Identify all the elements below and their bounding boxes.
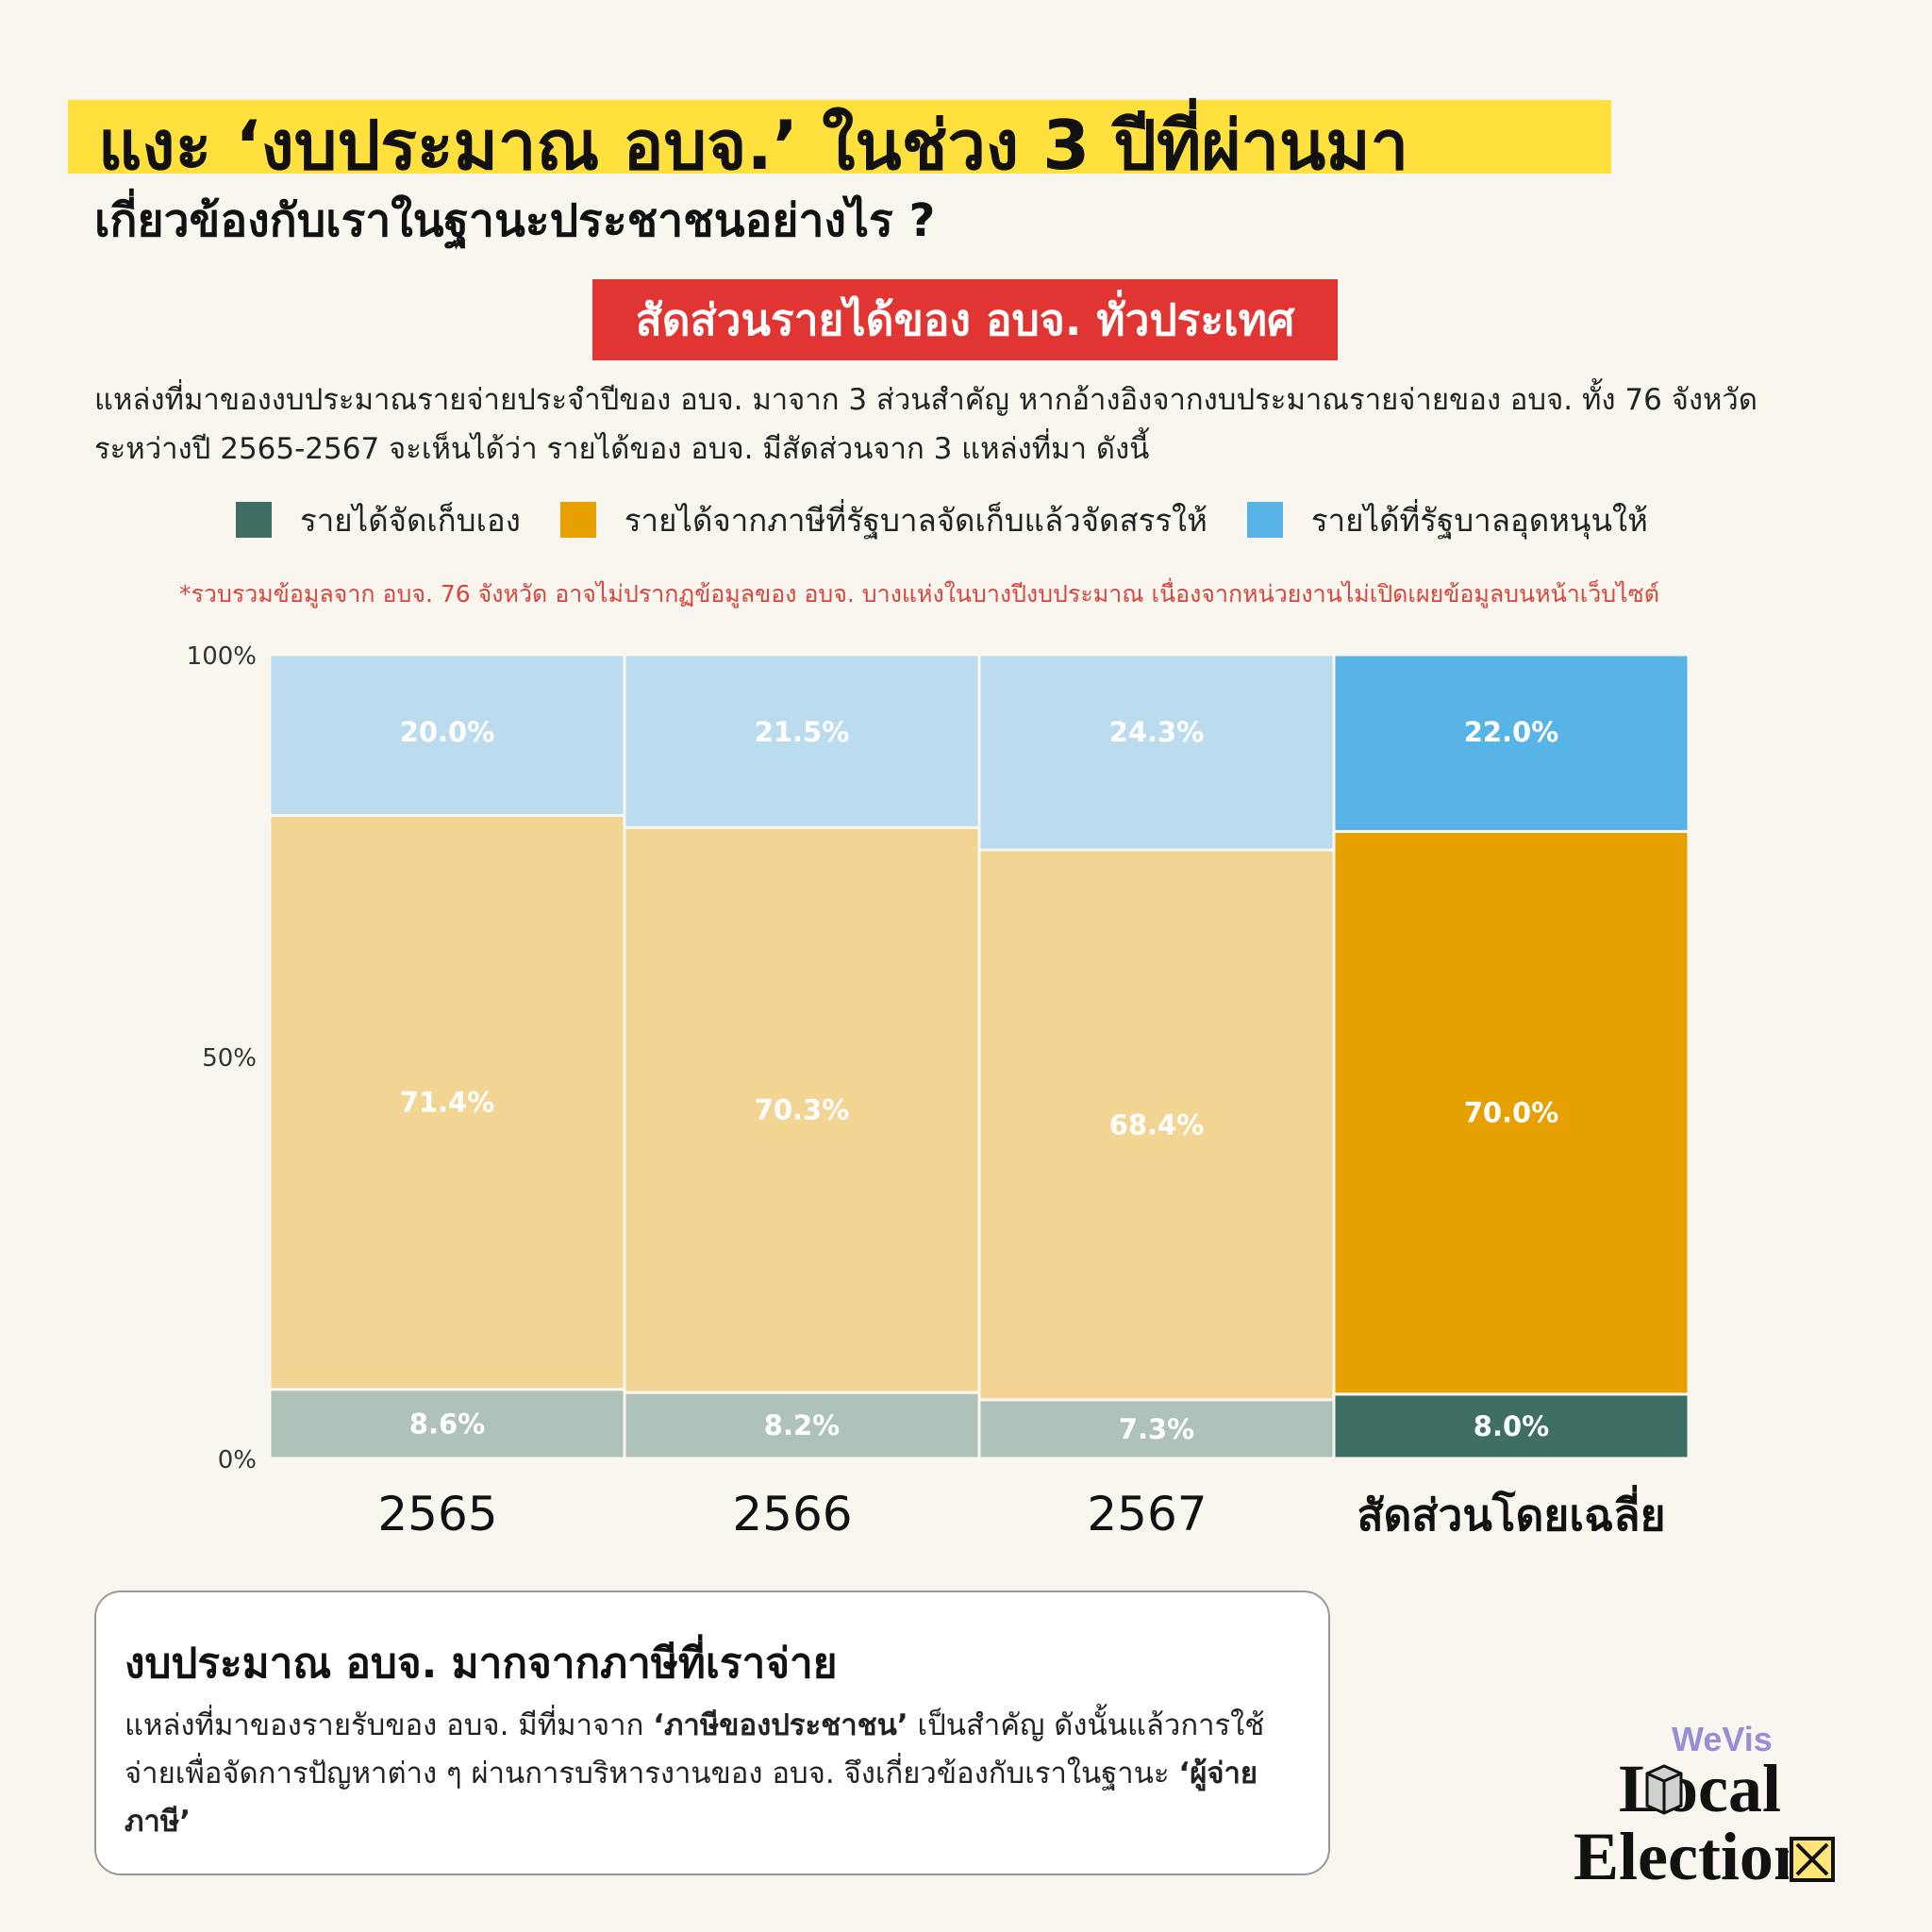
data-label: 8.0% [1474, 1410, 1549, 1442]
data-label: 8.6% [409, 1407, 485, 1440]
legend-swatch-subsidy [1246, 502, 1283, 538]
page-subtitle: เกี่ยวข้องกับเราในฐานะประชาชนอย่างไร ? [94, 194, 936, 247]
data-label: 70.0% [1464, 1097, 1559, 1129]
bar-segment-2-2566 [623, 825, 981, 1394]
data-label: 22.0% [1464, 716, 1559, 748]
data-label: 7.3% [1119, 1413, 1194, 1445]
data-label: 20.0% [400, 716, 495, 748]
bar-segment-3-2567 [977, 653, 1336, 852]
logo-brand: WeVis [1672, 1720, 1773, 1758]
bar-segment-2-2565 [268, 813, 626, 1391]
legend-label-own-revenue: รายได้จัดเก็บเอง [300, 501, 521, 539]
bar-segment-1-2566 [623, 1391, 981, 1460]
title-highlight [68, 100, 1611, 174]
legend-swatch-own-revenue [236, 502, 272, 538]
y-tick-label: 100% [187, 642, 257, 671]
info-text-part-2: เป็นสำคัญ ดังนั้นแล้วการใช้จ่ายเพื่อจัดก… [125, 1708, 1265, 1790]
legend-item-own-revenue: รายได้จัดเก็บเอง [236, 495, 521, 545]
data-label: 24.3% [1109, 716, 1205, 748]
data-label: 70.3% [755, 1094, 850, 1126]
x-category-label: 2566 [732, 1487, 852, 1541]
legend-swatch-shared-tax [559, 502, 596, 538]
bar-segment-1-สัดส่วนโดยเฉลี่ย [1332, 1392, 1690, 1460]
bar-segment-3-2566 [623, 653, 981, 829]
wevis-local-election-logo: WeVis Local Election [1574, 1720, 1836, 1889]
description: แหล่งที่มาของงบประมาณรายจ่ายประจำปีของ อ… [94, 383, 1757, 466]
data-label: 68.4% [1109, 1108, 1205, 1141]
bar-segment-1-2567 [977, 1398, 1336, 1460]
ballot-cross-icon [1789, 1834, 1836, 1883]
page-title: แงะ ‘งบประมาณ อบจ.’ ในช่วง 3 ปีที่ผ่านมา [98, 106, 1409, 185]
legend-label-shared-tax: รายได้จากภาษีที่รัฐบาลจัดเก็บแล้วจัดสรรใ… [624, 501, 1208, 539]
legend-item-subsidy: รายได้ที่รัฐบาลอุดหนุนให้ [1246, 495, 1648, 545]
data-label: 8.2% [764, 1409, 840, 1441]
x-category-label: สัดส่วนโดยเฉลี่ย [1357, 1485, 1665, 1541]
data-label: 21.5% [755, 716, 850, 748]
info-text-bold-1: ‘ภาษีของประชาชน’ [653, 1708, 908, 1742]
section-badge: สัดส่วนรายได้ของ อบจ. ทั่วประเทศ [592, 279, 1338, 360]
ballot-box-icon [1645, 1760, 1683, 1815]
legend-item-shared-tax: รายได้จากภาษีที่รัฐบาลจัดเก็บแล้วจัดสรรใ… [559, 495, 1208, 545]
bar-segment-2-2567 [977, 848, 1336, 1402]
x-category-label: 2565 [377, 1487, 497, 1541]
bar-segment-3-2565 [268, 653, 626, 817]
y-tick-label: 50% [202, 1044, 257, 1073]
x-category-label: 2567 [1087, 1487, 1207, 1541]
logo-line-1: Local [1619, 1751, 1781, 1826]
bar-segment-3-สัดส่วนโดยเฉลี่ย [1332, 653, 1690, 833]
chart-legend: รายได้จัดเก็บเอง รายได้จากภาษีที่รัฐบาลจ… [236, 496, 1688, 543]
bar-segment-2-สัดส่วนโดยเฉลี่ย [1332, 829, 1690, 1396]
info-text-bold-2: ‘ผู้จ่ายภาษี’ [125, 1757, 1258, 1839]
logo-line-2: Election [1574, 1819, 1811, 1889]
data-label: 71.4% [400, 1087, 495, 1119]
info-box: งบประมาณ อบจ. มากจากภาษีที่เราจ่าย แหล่ง… [94, 1591, 1330, 1875]
y-tick-label: 0% [218, 1446, 257, 1474]
info-text: แหล่งที่มาของรายรับของ อบจ. มีที่มาจาก ‘… [125, 1702, 1313, 1846]
data-note: *รวบรวมข้อมูลจาก อบจ. 76 จังหวัด อาจไม่ป… [179, 580, 1659, 608]
legend-label-subsidy: รายได้ที่รัฐบาลอุดหนุนให้ [1310, 501, 1648, 539]
info-heading: งบประมาณ อบจ. มากจากภาษีที่เราจ่าย [125, 1640, 838, 1688]
info-text-part-1: แหล่งที่มาของรายรับของ อบจ. มีที่มาจาก [125, 1708, 654, 1742]
stacked-bar-chart: 0% 50% 100% 8.6% 71.4% 20.0% 2565 8.2% 70.3% 21.5… [187, 642, 1690, 1541]
